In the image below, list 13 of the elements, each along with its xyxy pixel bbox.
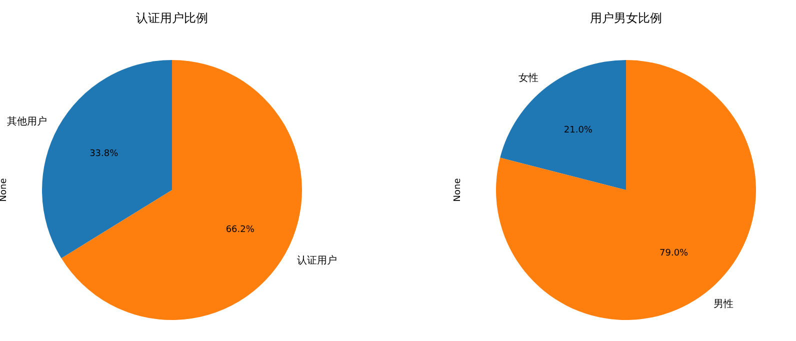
data-label: 79.0% <box>660 248 689 259</box>
data-label: 33.8% <box>90 148 119 159</box>
data-label: 66.2% <box>226 225 255 236</box>
text: None <box>453 178 463 202</box>
pie-slice <box>496 60 756 320</box>
slice-label: 女性 <box>518 72 538 84</box>
pie-slice <box>500 60 626 190</box>
chart-title: 用户男女比例 <box>590 11 662 25</box>
slice-label: 其他用户 <box>7 115 48 128</box>
data-label: 21.0% <box>564 125 593 136</box>
chart-title: 认证用户比例 <box>136 11 208 25</box>
slice-label: 认证用户 <box>296 254 337 267</box>
slice-label: 男性 <box>714 298 734 310</box>
